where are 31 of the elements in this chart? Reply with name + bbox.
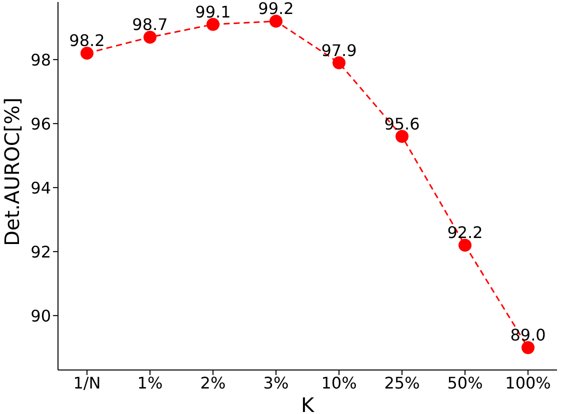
x-tick-label: 10%	[321, 373, 357, 392]
y-tick-label: 98	[30, 50, 51, 70]
text: 99.2	[258, 0, 294, 18]
y-tick-label: 96	[30, 114, 51, 134]
x-tick-label: 1%	[137, 373, 163, 392]
x-tick-label: 3%	[263, 373, 289, 392]
x-tick-label: 2%	[200, 373, 226, 392]
x-axis-title: K	[300, 393, 315, 414]
x-tick-label: 1/N	[73, 373, 101, 392]
point	[269, 14, 282, 28]
y-tick-label: 90	[30, 306, 51, 326]
point	[396, 130, 409, 143]
text: 99.1	[195, 2, 231, 22]
text: 97.9	[321, 40, 357, 60]
x-tick-label: 25%	[384, 373, 420, 392]
point	[458, 238, 472, 252]
y-tick-label: 92	[30, 242, 51, 262]
point	[206, 18, 220, 31]
text: 92.2	[447, 223, 483, 242]
text: 95.6	[384, 114, 420, 134]
point	[332, 56, 346, 70]
x-tick-label: 50%	[447, 373, 483, 392]
x-tick-label: 100%	[505, 373, 551, 392]
point	[522, 341, 535, 354]
point	[80, 46, 94, 60]
text: 98.7	[132, 15, 168, 34]
y-axis-title: Det.AUROC[%]	[0, 98, 24, 246]
text: 89.0	[510, 326, 546, 345]
text: 98.2	[69, 31, 105, 50]
point	[143, 30, 156, 44]
y-tick-label: 94	[30, 178, 51, 198]
